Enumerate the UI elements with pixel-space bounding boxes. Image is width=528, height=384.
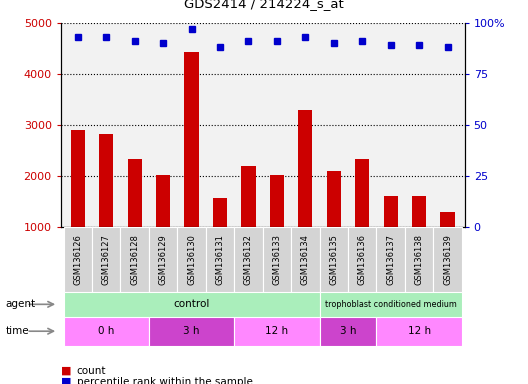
Bar (63, 227, 92, 292)
Bar (156, 175, 170, 277)
Text: percentile rank within the sample: percentile rank within the sample (77, 377, 252, 384)
Bar (213, 198, 227, 277)
Bar (63, 317, 149, 346)
Bar (327, 170, 341, 277)
Text: time: time (5, 326, 29, 336)
Bar (99, 134, 114, 277)
Bar (71, 130, 85, 277)
Text: GSM136137: GSM136137 (386, 234, 395, 285)
Text: GSM136130: GSM136130 (187, 234, 196, 285)
Bar (128, 159, 142, 277)
Text: GSM136136: GSM136136 (358, 234, 367, 285)
Text: 3 h: 3 h (340, 326, 356, 336)
Bar (376, 317, 462, 346)
Bar (177, 227, 206, 292)
Bar (149, 317, 234, 346)
Text: GSM136139: GSM136139 (443, 234, 452, 285)
Text: GDS2414 / 214224_s_at: GDS2414 / 214224_s_at (184, 0, 344, 10)
Text: GSM136127: GSM136127 (102, 234, 111, 285)
Text: 0 h: 0 h (98, 326, 115, 336)
Text: GSM136138: GSM136138 (414, 234, 423, 285)
Bar (298, 109, 313, 277)
Bar (405, 227, 433, 292)
Text: GSM136133: GSM136133 (272, 234, 281, 285)
Bar (92, 227, 120, 292)
Bar (234, 317, 319, 346)
Bar (120, 227, 149, 292)
Bar (270, 175, 284, 277)
Bar (319, 227, 348, 292)
Bar (433, 227, 462, 292)
Text: GSM136134: GSM136134 (301, 234, 310, 285)
Text: GSM136126: GSM136126 (73, 234, 82, 285)
Bar (319, 292, 462, 317)
Bar (63, 292, 319, 317)
Bar (376, 227, 405, 292)
Bar (348, 227, 376, 292)
Bar (440, 212, 455, 277)
Bar (291, 227, 319, 292)
Text: GSM136129: GSM136129 (158, 234, 167, 285)
Bar (206, 227, 234, 292)
Text: 12 h: 12 h (408, 326, 431, 336)
Text: GSM136131: GSM136131 (215, 234, 224, 285)
Bar (262, 227, 291, 292)
Text: trophoblast conditioned medium: trophoblast conditioned medium (325, 300, 457, 309)
Text: ■: ■ (61, 377, 71, 384)
Bar (184, 51, 199, 277)
Text: 12 h: 12 h (266, 326, 288, 336)
Bar (149, 227, 177, 292)
Text: GSM136128: GSM136128 (130, 234, 139, 285)
Text: agent: agent (5, 299, 35, 310)
Text: control: control (173, 299, 210, 310)
Bar (383, 195, 398, 277)
Bar (412, 196, 426, 277)
Bar (241, 166, 256, 277)
Text: GSM136132: GSM136132 (244, 234, 253, 285)
Bar (319, 317, 376, 346)
Text: GSM136135: GSM136135 (329, 234, 338, 285)
Text: count: count (77, 366, 106, 376)
Bar (234, 227, 263, 292)
Text: ■: ■ (61, 366, 71, 376)
Bar (355, 159, 370, 277)
Text: 3 h: 3 h (183, 326, 200, 336)
